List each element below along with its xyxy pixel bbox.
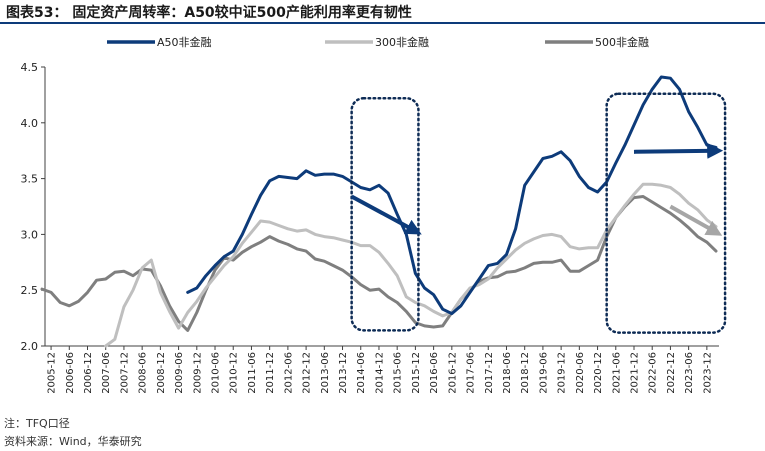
x-tick-label: 2016-12: [447, 352, 458, 394]
x-tick-label: 2011-06: [247, 352, 258, 394]
x-tick-label: 2014-06: [356, 352, 367, 394]
legend-label-300非金融: 300非金融: [375, 35, 429, 49]
x-tick-label: 2016-06: [429, 352, 440, 394]
legend-label-500非金融: 500非金融: [595, 35, 649, 49]
y-tick-label: 3.0: [21, 228, 39, 241]
x-tick-label: 2019-12: [557, 352, 568, 394]
x-tick-label: 2007-12: [119, 352, 130, 394]
y-tick-label: 2.0: [21, 340, 39, 353]
x-tick-label: 2007-06: [101, 352, 112, 394]
y-tick-label: 3.5: [21, 173, 39, 186]
chart-axes: 2.0 2.5 3.0 3.5 4.0 4.5 2005-12 2006-06 2006-12 2…: [21, 61, 719, 394]
trend-arrow-2: [350, 194, 422, 235]
x-tick-label: 2011-12: [265, 352, 276, 394]
x-tick-label: 2008-06: [138, 352, 149, 394]
y-tick-label: 4.5: [21, 61, 39, 74]
trend-arrow-3: [633, 142, 724, 159]
y-tick-label: 2.5: [21, 284, 39, 297]
x-tick-label: 2006-12: [83, 352, 94, 394]
x-tick-label: 2008-12: [156, 352, 167, 394]
x-tick-label: 2022-12: [666, 352, 677, 394]
x-tick-label: 2019-06: [538, 352, 549, 394]
x-tick-label: 2013-12: [338, 352, 349, 394]
x-tick-label: 2022-06: [648, 352, 659, 394]
series-line-300非金融: [104, 182, 718, 348]
x-tick-label: 2023-12: [702, 352, 713, 394]
x-tick-label: 2010-06: [211, 352, 222, 394]
y-tick-label: 4.0: [21, 117, 39, 130]
x-tick-label: 2010-12: [229, 352, 240, 394]
x-tick-label: 2021-12: [629, 352, 640, 394]
figure-title: 图表53： 固定资产周转率：A50较中证500产能利用率更有韧性: [6, 5, 412, 21]
footnote: 注：TFQ口径: [4, 417, 70, 430]
x-tick-label: 2012-06: [283, 352, 294, 394]
trend-arrow-4: [669, 204, 723, 236]
x-tick-label: 2005-12: [47, 352, 58, 394]
title-rule: [0, 22, 765, 24]
x-tick-label: 2018-12: [520, 352, 531, 394]
series-line-A50非金融: [186, 75, 718, 316]
x-tick-label: 2006-06: [65, 352, 76, 394]
legend-label-A50非金融: A50非金融: [157, 35, 212, 49]
x-tick-label: 2020-06: [575, 352, 586, 394]
x-tick-label: 2018-06: [502, 352, 513, 394]
x-tick-label: 2017-12: [484, 352, 495, 394]
x-tick-label: 2021-06: [611, 352, 622, 394]
source-note: 资料来源：Wind，华泰研究: [4, 435, 142, 448]
highlight-box-1: [605, 92, 727, 334]
chart-annotations: [350, 92, 727, 334]
x-tick-label: 2009-12: [192, 352, 203, 394]
chart-legend: A50非金融 300非金融 500非金融: [107, 35, 649, 49]
x-tick-label: 2013-06: [320, 352, 331, 394]
x-tick-label: 2017-06: [466, 352, 477, 394]
x-tick-label: 2014-12: [374, 352, 385, 394]
x-tick-label: 2012-12: [302, 352, 313, 394]
chart-lines: [40, 75, 718, 348]
x-tick-label: 2009-06: [174, 352, 185, 394]
x-tick-label: 2020-12: [593, 352, 604, 394]
highlight-box-0: [350, 96, 420, 332]
x-tick-label: 2023-06: [684, 352, 695, 394]
x-tick-label: 2015-12: [411, 352, 422, 394]
x-tick-label: 2015-06: [393, 352, 404, 394]
